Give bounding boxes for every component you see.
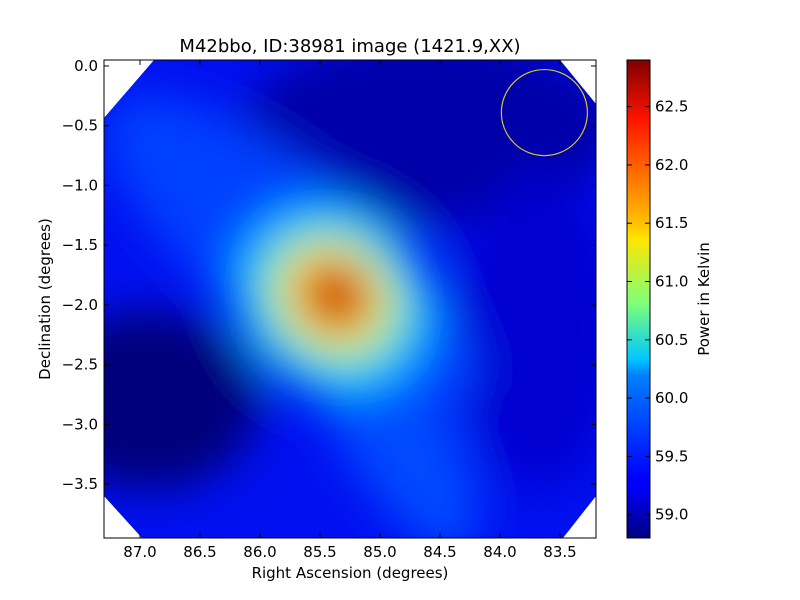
colorbar-label: Power in Kelvin bbox=[695, 242, 713, 356]
x-tick-label: 87.0 bbox=[123, 543, 156, 561]
heatmap-image bbox=[104, 60, 596, 538]
x-tick-label: 86.0 bbox=[243, 543, 276, 561]
colorbar-tick-label: 60.5 bbox=[655, 331, 688, 349]
x-axis-ticks: 87.0 86.5 86.0 85.5 85.0 84.5 84.0 83.5 bbox=[123, 60, 577, 561]
colorbar-tick-label: 59.0 bbox=[655, 506, 688, 524]
x-tick-label: 84.0 bbox=[483, 543, 516, 561]
colorbar-tick-label: 61.0 bbox=[655, 273, 688, 291]
colorbar-tick-label: 59.5 bbox=[655, 447, 688, 465]
chart-title: M42bbo, ID:38981 image (1421.9,XX) bbox=[179, 36, 520, 57]
colorbar: 59.0 59.5 60.0 60.5 61.0 61.5 62.0 62.5 Power i… bbox=[626, 59, 713, 539]
x-tick-label: 85.0 bbox=[363, 543, 396, 561]
y-axis-ticks: 0.0 −0.5 −1.0 −1.5 −2.0 −2.5 −3.0 −3.5 bbox=[62, 57, 596, 493]
y-tick-label: 0.0 bbox=[74, 57, 98, 75]
y-axis-label: Declination (degrees) bbox=[36, 218, 54, 380]
plot-frame bbox=[103, 59, 597, 539]
dark-region-lower-left bbox=[104, 310, 260, 490]
colorbar-tick-label: 61.5 bbox=[655, 214, 688, 232]
source-core bbox=[313, 274, 359, 318]
colorbar-tick-label: 62.0 bbox=[655, 156, 688, 174]
x-tick-label: 85.5 bbox=[303, 543, 336, 561]
colorbar-gradient bbox=[627, 60, 650, 538]
y-tick-label: −2.0 bbox=[62, 296, 98, 314]
y-tick-label: −1.0 bbox=[62, 176, 98, 194]
colorbar-tick-label: 62.5 bbox=[655, 98, 688, 116]
y-tick-label: −1.5 bbox=[62, 236, 98, 254]
x-tick-label: 83.5 bbox=[543, 543, 576, 561]
dark-region-right bbox=[460, 170, 596, 490]
y-tick-label: −0.5 bbox=[62, 117, 98, 135]
y-tick-label: −3.5 bbox=[62, 475, 98, 493]
colorbar-frame bbox=[626, 59, 651, 539]
x-tick-label: 84.5 bbox=[423, 543, 456, 561]
colorbar-ticks: 59.0 59.5 60.0 60.5 61.0 61.5 62.0 62.5 bbox=[627, 98, 688, 524]
colorbar-tick-label: 60.0 bbox=[655, 389, 688, 407]
plot-area: 87.0 86.5 86.0 85.5 85.0 84.5 84.0 83.5 0.0 −0.5… bbox=[62, 57, 597, 561]
x-axis-label: Right Ascension (degrees) bbox=[252, 564, 449, 582]
beam-circle bbox=[500, 68, 589, 157]
y-tick-label: −2.5 bbox=[62, 356, 98, 374]
x-tick-label: 86.5 bbox=[183, 543, 216, 561]
y-tick-label: −3.0 bbox=[62, 415, 98, 433]
